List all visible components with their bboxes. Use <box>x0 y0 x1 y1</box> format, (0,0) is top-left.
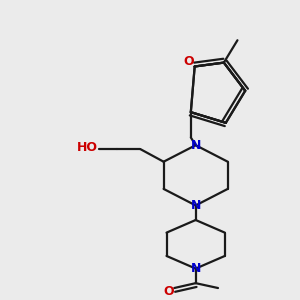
Text: N: N <box>190 139 201 152</box>
Text: N: N <box>190 199 201 212</box>
Text: N: N <box>190 262 201 275</box>
Text: O: O <box>163 285 174 298</box>
Text: O: O <box>184 55 194 68</box>
Text: HO: HO <box>77 141 98 154</box>
